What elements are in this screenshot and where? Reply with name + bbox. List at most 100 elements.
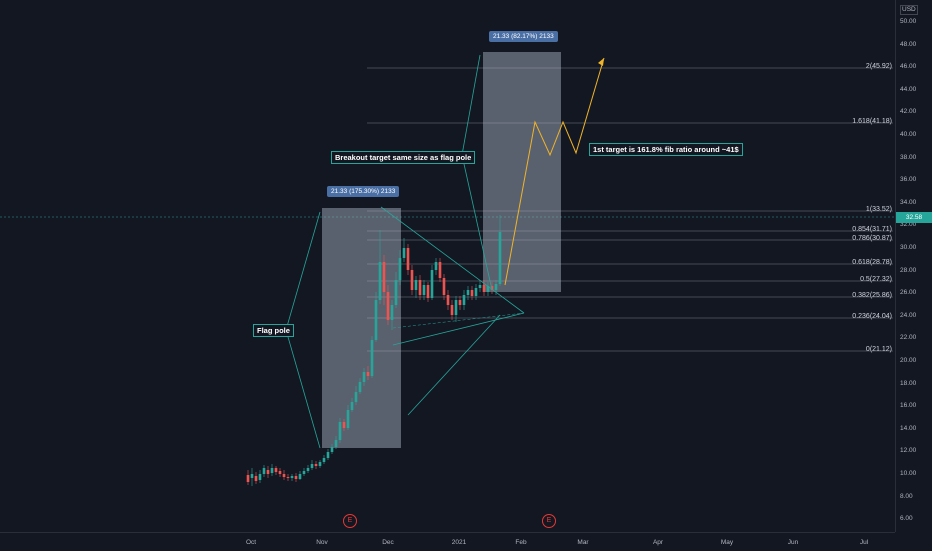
candle-body — [258, 474, 262, 480]
time-tick-label: Oct — [245, 539, 257, 546]
first-target-annotation[interactable]: 1st target is 161.8% fib ratio around ~4… — [589, 143, 743, 156]
price-tick-label: 20.00 — [900, 357, 917, 364]
candle-body — [398, 258, 402, 280]
price-chart[interactable] — [0, 0, 895, 532]
breakout-arrow-lower[interactable] — [461, 154, 493, 291]
current-price-badge: 32.58 — [896, 212, 932, 223]
candle-body — [250, 474, 254, 478]
candle-body — [486, 286, 490, 292]
candle-body — [254, 476, 258, 481]
candle-body — [410, 270, 414, 290]
earnings-event-icon-2[interactable]: E — [542, 514, 556, 528]
candle-body — [470, 290, 474, 296]
price-tick-label: 22.00 — [900, 334, 917, 342]
price-axis[interactable]: USD 50.00 48.00 46.00 44.00 42.00 40.00 38.00 3… — [895, 0, 932, 532]
candle-body — [498, 232, 502, 284]
candle-body — [370, 340, 374, 376]
fib-level-label: 1.618(41.18) — [852, 118, 892, 125]
price-tick-label: 16.00 — [900, 402, 917, 410]
price-tick-label: 32.00 — [900, 221, 917, 229]
candle-body — [466, 290, 470, 295]
candle-body — [386, 292, 390, 320]
candle-body — [438, 262, 442, 278]
fib-level-label: 2(45.92) — [865, 63, 892, 70]
price-tick-label: 28.00 — [900, 266, 917, 274]
candle-body — [330, 447, 334, 452]
candle-body — [390, 305, 394, 320]
candle-body — [358, 382, 362, 392]
flag-pole-annotation[interactable]: Flag pole — [253, 324, 294, 337]
breakout-annotation[interactable]: Breakout target same size as flag pole — [331, 151, 476, 164]
candle-body — [482, 285, 486, 292]
candle-body — [446, 295, 450, 305]
candle-body — [434, 262, 438, 270]
candle-body — [326, 452, 330, 458]
candle-body — [414, 280, 418, 290]
candle-body — [450, 305, 454, 315]
candle-body — [338, 422, 342, 440]
candle-body — [274, 468, 278, 472]
price-tick-label: 44.00 — [900, 85, 917, 93]
target-range-box[interactable] — [483, 52, 561, 292]
candle-body — [418, 280, 422, 295]
candle-body — [298, 474, 302, 479]
time-tick-label: 2021 — [451, 539, 467, 546]
candlestick-series — [246, 215, 502, 486]
candle-body — [430, 270, 434, 298]
fib-level-label: 0.854(31.71) — [852, 226, 892, 233]
time-axis[interactable]: Oct Nov Dec 2021 Feb Mar Apr May Jun Jul — [0, 532, 895, 551]
price-tick-label: 38.00 — [900, 153, 917, 161]
flag-pole-arrow-lower[interactable] — [285, 329, 321, 449]
candle-body — [382, 262, 386, 292]
candle-body — [282, 474, 286, 477]
projection-path[interactable] — [504, 57, 605, 286]
candle-body — [290, 476, 294, 478]
flag-pole-range-box[interactable] — [322, 208, 401, 448]
flag-pole-arrow[interactable] — [285, 211, 321, 331]
price-tick-label: 24.00 — [900, 311, 917, 319]
candle-body — [294, 476, 298, 479]
candle-body — [422, 285, 426, 295]
price-tick-label: 30.00 — [900, 244, 917, 251]
candle-body — [270, 468, 274, 473]
candle-body — [394, 280, 398, 305]
candle-body — [426, 285, 430, 298]
earnings-event-icon[interactable]: E — [343, 514, 357, 528]
pennant-mid-line[interactable] — [392, 312, 525, 329]
candle-body — [302, 471, 306, 474]
chart-area[interactable]: 2(45.92) 1.618(41.18) 1(33.52) 0.854(31.71)… — [0, 0, 895, 532]
fib-level-label: 0.5(27.32) — [860, 276, 892, 283]
candle-body — [478, 285, 482, 288]
candle-body — [306, 468, 310, 471]
candle-body — [262, 468, 266, 474]
candle-body — [406, 248, 410, 270]
flag-pole-box-label: 21.33 (175.30%) 2133 — [327, 186, 400, 197]
candle-body — [354, 392, 358, 402]
candle-body — [314, 464, 318, 466]
candle-body — [442, 278, 446, 295]
fib-level-label: 0.236(24.04) — [852, 313, 892, 320]
candle-body — [322, 458, 326, 462]
candle-body — [378, 262, 382, 300]
price-tick-label: 34.00 — [900, 198, 917, 206]
candle-body — [494, 284, 498, 290]
time-tick-label: Mar — [577, 539, 589, 546]
time-tick-label: Apr — [652, 539, 664, 546]
pennant-upper-line[interactable] — [380, 206, 525, 314]
candle-body — [266, 470, 270, 474]
price-tick-label: 12.00 — [900, 447, 917, 455]
candle-body — [278, 471, 282, 474]
candle-body — [366, 372, 370, 376]
time-tick-label: May — [720, 539, 734, 546]
pennant-lower-line[interactable] — [392, 312, 525, 346]
price-tick-label: 42.00 — [900, 108, 917, 116]
time-tick-label: Jul — [859, 539, 869, 546]
fib-lines — [367, 67, 893, 352]
candle-body — [374, 300, 378, 340]
candle-body — [246, 475, 250, 482]
breakout-arrow[interactable] — [461, 54, 481, 156]
price-tick-label: 50.00 — [900, 18, 917, 25]
currency-label: USD — [900, 5, 918, 15]
candle-body — [474, 288, 478, 296]
trend-arrow-line[interactable] — [407, 314, 501, 416]
